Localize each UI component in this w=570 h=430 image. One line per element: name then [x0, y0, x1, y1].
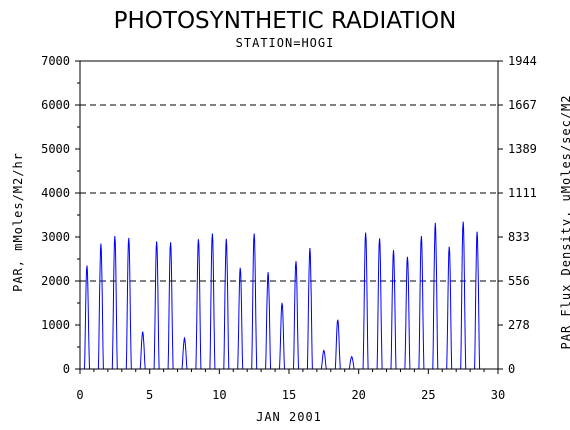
y-axis-label: PAR, mMoles/M2/hr: [11, 152, 25, 292]
chart-title: PHOTOSYNTHETIC RADIATION: [114, 8, 457, 34]
x-tick-label: 30: [491, 388, 505, 402]
y2-tick-label: 1389: [508, 142, 537, 156]
par-line: [84, 221, 496, 370]
y2-tick-label: 1111: [508, 186, 537, 200]
y-axis-right: 0 278 556 833 1111 1389 1667 1944: [498, 54, 537, 376]
y-tick-label: 3000: [41, 230, 70, 244]
y-tick-label: 7000: [41, 54, 70, 68]
x-axis-label: JAN 2001: [256, 410, 322, 424]
y2-tick-label: 1667: [508, 98, 537, 112]
y-axis-left: 0 1000 2000 3000 4000 5000 6000 7000: [41, 54, 80, 376]
y-tick-label: 4000: [41, 186, 70, 200]
y2-tick-label: 833: [508, 230, 530, 244]
x-tick-label: 0: [76, 388, 83, 402]
y-tick-label: 0: [63, 362, 70, 376]
y-tick-label: 5000: [41, 142, 70, 156]
y2-tick-label: 556: [508, 274, 530, 288]
y2-axis-label: PAR Flux Density, uMoles/sec/M2: [559, 95, 570, 350]
y-tick-label: 2000: [41, 274, 70, 288]
x-tick-label: 5: [146, 388, 153, 402]
x-tick-label: 15: [282, 388, 296, 402]
chart-subtitle: STATION=HOGI: [236, 36, 335, 50]
par-series: [84, 221, 496, 370]
y-tick-label: 1000: [41, 318, 70, 332]
x-tick-label: 10: [212, 388, 226, 402]
plot-frame: [79, 60, 499, 370]
y-tick-label: 6000: [41, 98, 70, 112]
x-tick-label: 25: [421, 388, 435, 402]
x-axis: 0 5 10 15 20 25 30: [76, 369, 505, 402]
y2-tick-label: 1944: [508, 54, 537, 68]
y2-tick-label: 0: [508, 362, 515, 376]
grid-lines: [80, 104, 498, 282]
y2-tick-label: 278: [508, 318, 530, 332]
x-tick-label: 20: [351, 388, 365, 402]
